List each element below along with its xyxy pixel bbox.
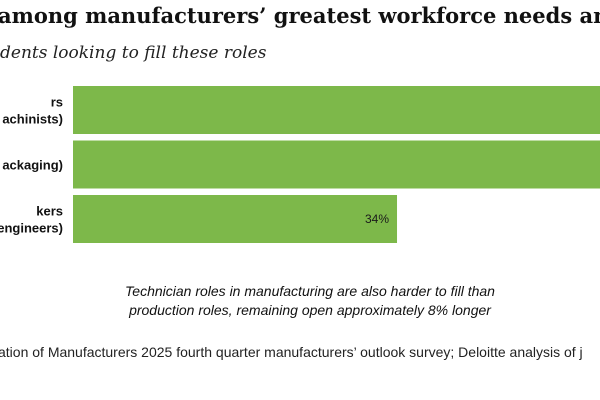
category-label: rs [51, 95, 63, 110]
value-label: 34% [365, 212, 389, 226]
bar [73, 195, 398, 243]
bar [73, 86, 600, 134]
category-label: achinists) [2, 112, 63, 127]
annotation: production roles, remaining open approxi… [128, 302, 492, 318]
chart-subtitle: dents looking to fill these roles [0, 43, 267, 63]
source: ation of Manufacturers 2025 fourth quart… [0, 344, 583, 360]
category-label: kers [36, 204, 63, 219]
category-label: ackaging) [2, 158, 63, 173]
bar [73, 140, 600, 189]
chart-title: among manufacturers’ greatest workforce … [0, 3, 600, 28]
annotation: Technician roles in manufacturing are al… [125, 283, 495, 299]
category-label: engineers) [0, 221, 63, 236]
